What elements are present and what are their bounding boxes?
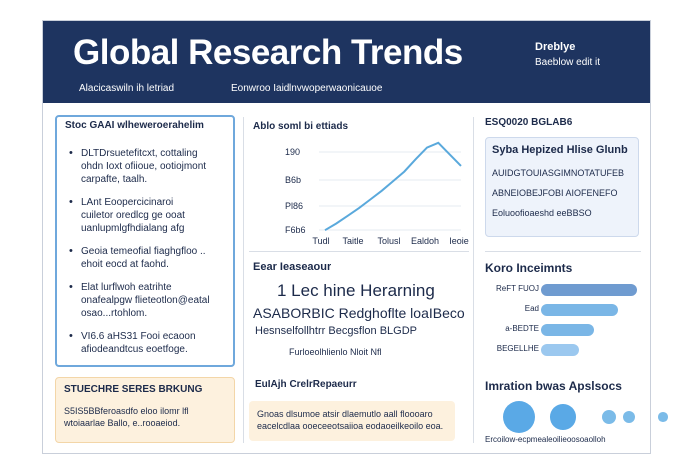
innovation-bubble	[503, 401, 535, 433]
emerging-research-card: EuIAjh CrelrRepaeurr Gnoas dlsumoe atsir…	[249, 379, 455, 441]
chart-series-line	[324, 141, 462, 232]
list-item: Elat lurflwoh eatrihte onafealpgw fliete…	[67, 281, 231, 320]
bar-row: ReFT FUOJ	[485, 283, 641, 297]
list-item-line: onafealpgw flieteotlon@eatal	[81, 295, 210, 306]
bar-fill	[541, 344, 580, 356]
emerging-research-line-2: eacelcdlaa ooeceeotsaiioa eodaoeilkeoilo…	[257, 421, 444, 431]
list-item: VI6.6 aHS31 Fooi ecaoon afiodeandtcus eo…	[67, 330, 231, 356]
emerging-research-box	[249, 401, 455, 441]
innovation-bubble	[601, 409, 617, 425]
structure-series-title: STUECHRE SERES BRKUNG	[64, 384, 203, 395]
chart-y-tick-label: B6b	[285, 175, 301, 185]
bar-label: ReFT FUOJ	[496, 284, 539, 293]
chart-x-tick-label: Ealdoh	[411, 236, 439, 245]
key-findings-list: DLTDrsuetefitcxt, cottaling ohdn Ioxt of…	[67, 147, 231, 366]
key-findings-title: Stoc GAAI wlheweroerahelim	[65, 120, 204, 131]
divider	[249, 251, 469, 252]
highlight-panel: ESQ0020 BGLAB6 Syba Hepized Hlise Glunb …	[485, 117, 641, 245]
header-badge-bottom: Baeblow edit it	[535, 57, 601, 68]
bar-fill	[541, 304, 618, 316]
highlight-box-line: AUIDGTOUIASGIMNOTATUFEB	[492, 168, 625, 178]
innovation-bubble	[622, 410, 636, 424]
highlight-box-title: Syba Hepized Hlise Glunb	[492, 144, 628, 156]
key-increments-panel: Koro Inceimnts ReFT FUOJ Ead a-BEDTE BEG…	[485, 259, 641, 371]
bar-fill	[541, 324, 594, 336]
key-increments-title: Koro Inceimnts	[485, 261, 573, 275]
dashboard-frame: Global Research Trends Dreblye Baeblow e…	[42, 20, 668, 454]
header-badge-top: Dreblye	[535, 41, 576, 53]
list-item-line: afiodeandtcus eoetfoge.	[81, 344, 188, 355]
chart-title: Ablo soml bi ettiads	[253, 121, 348, 132]
innovation-bubble	[658, 412, 668, 422]
chart-y-tick-label: F6b6	[285, 225, 306, 235]
divider	[485, 251, 641, 252]
trending-topic-primary: 1 Lec hine Herarning	[277, 281, 435, 300]
list-item-line: Elat lurflwoh eatrihte	[81, 282, 172, 293]
chart-y-tick-label: Pl86	[285, 201, 303, 211]
innovation-bubble	[550, 404, 576, 430]
highlight-box: Syba Hepized Hlise Glunb AUIDGTOUIASGIMN…	[485, 137, 639, 237]
bar-label: a-BEDTE	[505, 324, 539, 333]
trending-topic-row: ASABORBIC Redghoflte loaIBeco	[253, 305, 465, 321]
chart-x-tick-label: Tolusl	[377, 236, 400, 245]
divider	[473, 117, 474, 443]
chart-y-tick-label: 190	[285, 147, 300, 157]
highlight-box-line: ABNEIOBEJFOBI AIOFENEFO	[492, 188, 618, 198]
chart-x-tick-label: Tudl	[312, 236, 329, 245]
list-item-line: DLTDrsuetefitcxt, cottaling	[81, 148, 198, 159]
bar-fill	[541, 284, 637, 296]
list-item-line: osao...rtohlom.	[81, 308, 148, 319]
chart-x-tick-label: Ieoie	[449, 236, 469, 245]
trending-topic-row: Hesnselfollhtrr Becgsflon BLGDP	[255, 325, 418, 337]
bar-row: a-BEDTE	[485, 323, 641, 337]
list-item-line: uanlupmlgfhdialang afg	[81, 223, 185, 234]
bar-label: BEGELLHE	[496, 344, 539, 353]
header-subtitle-2: Eonwroo Iaid	[231, 83, 290, 94]
list-item-line: Geoia temeofial fiaghgfloo ..	[81, 246, 206, 257]
structure-series-card: STUECHRE SERES BRKUNG S5IS5BBferoasdfo e…	[55, 377, 235, 443]
bar-label: Ead	[524, 304, 539, 313]
list-item-line: LAnt Eoopercicinaroi	[81, 197, 174, 208]
header-subtitle-3: lnvwoperwaonicauoe	[289, 83, 383, 94]
divider	[243, 117, 244, 443]
key-findings-card: Stoc GAAI wlheweroerahelim DLTDrsuetefit…	[55, 115, 235, 367]
list-item: Geoia temeofial fiaghgfloo .. ehoit eocd…	[67, 245, 231, 271]
trending-topics-panel: Eear Ieaseaour 1 Lec hine Herarning ASAB…	[249, 259, 469, 379]
innovation-title: Imration bwas Apslsocs	[485, 379, 622, 393]
list-item-line: VI6.6 aHS31 Fooi ecaoon	[81, 331, 196, 342]
innovation-caption: Ercoilow-ecpmealeoilieoosoaolloh	[485, 435, 606, 444]
trend-chart-svg: Ablo soml bi ettiads 190 B6b Pl86 F6b6 Tudl…	[253, 121, 469, 245]
innovation-panel: Imration bwas Apslsocs Ercoilow-ecpmeale…	[485, 377, 668, 447]
list-item-line: ehoit eocd at faohd.	[81, 259, 169, 270]
list-item: DLTDrsuetefitcxt, cottaling ohdn Ioxt of…	[67, 147, 231, 186]
structure-series-line-1: S5IS5BBferoasdfo eloo ilomr lfl	[64, 406, 189, 416]
highlight-box-line: Eoluoofioaeshd eeBBSO	[492, 208, 592, 218]
list-item-line: cuiletor oredlcg ge ooat	[81, 210, 185, 221]
highlight-panel-title: ESQ0020 BGLAB6	[485, 117, 573, 128]
trending-topics-title: Eear Ieaseaour	[253, 261, 332, 273]
header-banner: Global Research Trends Dreblye Baeblow e…	[43, 21, 650, 103]
trending-topic-row: Furloeolhlienlo Nloit Nfl	[289, 347, 382, 357]
page-title: Global Research Trends	[73, 33, 463, 72]
bar-row: Ead	[485, 303, 641, 317]
chart-x-tick-label: Taitle	[342, 236, 363, 245]
emerging-research-line-1: Gnoas dlsumoe atsir dlaemutlo aall flooo…	[257, 409, 433, 419]
emerging-research-title: EuIAjh CrelrRepaeurr	[255, 379, 357, 390]
bar-row: BEGELLHE	[485, 343, 641, 357]
list-item-line: ohdn Ioxt ofiioue, ootiojmont	[81, 161, 207, 172]
trend-chart: Ablo soml bi ettiads 190 B6b Pl86 F6b6 Tudl…	[249, 117, 469, 245]
header-subtitle-1: Alacicaswiln ih letriad	[79, 83, 175, 94]
list-item-line: carpafte, taalh.	[81, 174, 148, 185]
list-item: LAnt Eoopercicinaroi cuiletor oredlcg ge…	[67, 196, 231, 235]
structure-series-line-2: wtoiaarlae Ballo, e..rooaeiod.	[64, 418, 181, 428]
